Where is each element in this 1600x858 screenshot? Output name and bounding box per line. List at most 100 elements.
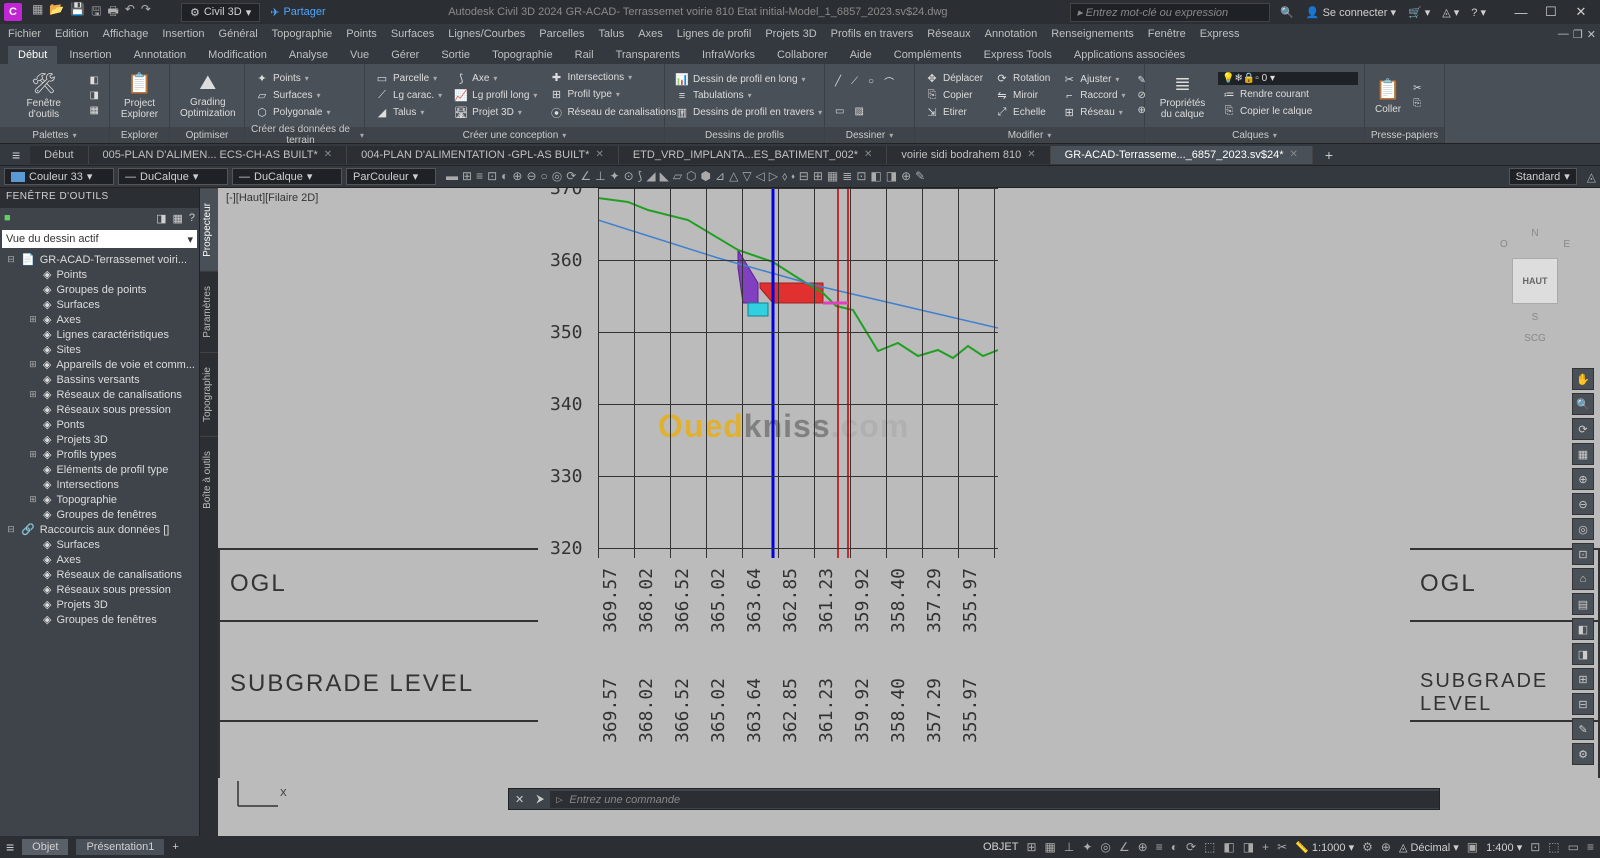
move-button[interactable]: ✥Déplacer	[921, 71, 987, 86]
menu-item[interactable]: Annotation	[985, 28, 1038, 40]
paste-button[interactable]: 📋Coller	[1371, 75, 1405, 117]
prop-icon[interactable]: ⟳	[566, 169, 576, 184]
menu-item[interactable]: Axes	[638, 28, 662, 40]
workspace-selector[interactable]: ⚙ Civil 3D ▾	[181, 3, 260, 22]
nav-icon[interactable]: ✎	[1572, 718, 1594, 740]
prop-icon[interactable]: ⬨	[782, 169, 787, 184]
tree-item[interactable]: ◈Bassins versants	[0, 372, 199, 387]
tree-item[interactable]: ◈Axes	[0, 552, 199, 567]
autodesk-icon[interactable]: ◬ ▾	[1442, 6, 1459, 19]
ts-icon[interactable]: ◨	[156, 212, 166, 225]
lweight-combo[interactable]: ParCouleur ▾	[346, 168, 436, 185]
close-tab-icon[interactable]: ✕	[864, 149, 872, 160]
menu-item[interactable]: Edition	[55, 28, 89, 40]
line-icon[interactable]: ╱	[831, 75, 845, 88]
tree-item[interactable]: ◈Ponts	[0, 417, 199, 432]
menu-item[interactable]: Renseignements	[1051, 28, 1134, 40]
rotate-button[interactable]: ⟳Rotation	[991, 71, 1054, 86]
menu-item[interactable]: Fenêtre	[1148, 28, 1186, 40]
layerprop-button[interactable]: ≣Propriétés du calque	[1151, 69, 1214, 122]
view-label[interactable]: [-][Haut][Filaire 2D]	[226, 192, 318, 204]
prop-icon[interactable]: ◢	[646, 169, 655, 184]
doc-menu-icon[interactable]: ≡	[4, 147, 28, 163]
nav-icon[interactable]: ⊕	[1572, 468, 1594, 490]
prop-icon[interactable]: ○	[541, 169, 548, 184]
ribbon-tab[interactable]: Sortie	[431, 46, 480, 64]
osnap-icon[interactable]: ◎	[1100, 840, 1110, 854]
tree-item[interactable]: ⊟🔗Raccourcis aux données []	[0, 522, 199, 537]
ortho-icon[interactable]: ⊥	[1064, 840, 1074, 854]
prop-icon[interactable]: ⊡	[487, 169, 497, 184]
redo-icon[interactable]: ↷	[141, 2, 151, 23]
surfaces-button[interactable]: ▱Surfaces	[251, 88, 335, 103]
color-combo[interactable]: Couleur 33 ▾	[4, 168, 114, 185]
saveas-icon[interactable]: 🖫	[91, 2, 101, 23]
palette-icon[interactable]: ▦	[86, 104, 103, 117]
plot-icon[interactable]: 🖶	[107, 2, 118, 23]
drawing-canvas[interactable]: [-][Haut][Filaire 2D] Ouedkniss.com 3703…	[218, 188, 1600, 836]
share-button[interactable]: ✈ Partager	[270, 6, 325, 19]
help-icon[interactable]: ? ▾	[1471, 6, 1486, 19]
menu-item[interactable]: Profils en travers	[831, 28, 914, 40]
toolspace-tab[interactable]: Boîte à outils	[200, 436, 218, 523]
tree-item[interactable]: ⊞◈Axes	[0, 312, 199, 327]
prop-icon[interactable]: △	[729, 169, 738, 184]
menu-item[interactable]: Points	[346, 28, 377, 40]
panel-label[interactable]: Calques	[1145, 127, 1364, 143]
search-icon[interactable]: 🔍	[1280, 6, 1294, 19]
prop-icon[interactable]: ⊕	[512, 169, 522, 184]
prop-icon[interactable]: ▦	[827, 169, 838, 184]
prop-icon[interactable]: ◣	[660, 169, 669, 184]
arc-icon[interactable]: ⌒	[880, 73, 898, 90]
nav-icon[interactable]: ◎	[1572, 518, 1594, 540]
prop-icon[interactable]: ▽	[742, 169, 751, 184]
tree-item[interactable]: ◈Groupes de points	[0, 282, 199, 297]
nav-icon[interactable]: ▦	[1572, 443, 1594, 465]
tree-item[interactable]: ◈Réseaux de canalisations	[0, 567, 199, 582]
prop-icon[interactable]: ◧	[870, 169, 881, 184]
menu-item[interactable]: Topographie	[272, 28, 333, 40]
rect-icon[interactable]: ▭	[831, 105, 848, 118]
iso-icon[interactable]: ⬚	[1548, 840, 1559, 854]
add-layout-icon[interactable]: +	[172, 841, 178, 853]
ribbon-tab[interactable]: Collaborer	[767, 46, 838, 64]
points-button[interactable]: ✦Points	[251, 71, 335, 86]
palette-icon[interactable]: ◨	[86, 89, 103, 102]
tree-item[interactable]: ⊞◈Réseaux de canalisations	[0, 387, 199, 402]
mdi-min-icon[interactable]: —	[1558, 28, 1569, 41]
toolspace-tab[interactable]: Prospecteur	[200, 188, 218, 271]
cmd-arrow-icon[interactable]: ⮞	[530, 793, 550, 806]
menu-item[interactable]: Surfaces	[391, 28, 434, 40]
panel-label[interactable]: Dessiner	[825, 127, 914, 143]
cmd-close-icon[interactable]: ✕	[509, 793, 530, 806]
close-tab-icon[interactable]: ✕	[324, 149, 332, 160]
pan-icon[interactable]: ✋	[1572, 368, 1594, 390]
fillet-button[interactable]: ⌐Raccord	[1058, 89, 1129, 103]
app-icon[interactable]: C	[4, 3, 22, 21]
ribbon-tab[interactable]: InfraWorks	[692, 46, 765, 64]
nav-icon[interactable]: ◨	[1572, 643, 1594, 665]
ribbon-tab[interactable]: Rail	[565, 46, 604, 64]
nav-icon[interactable]: ▤	[1572, 593, 1594, 615]
prop-icon[interactable]: ⊕	[901, 169, 911, 184]
menu-item[interactable]: Lignes/Courbes	[448, 28, 525, 40]
view-cube[interactable]: N OE HAUT S SCG	[1500, 228, 1570, 368]
nav-icon[interactable]: ⊡	[1572, 543, 1594, 565]
layout-menu-icon[interactable]: ≡	[6, 839, 14, 855]
s-icon[interactable]: +	[1262, 840, 1269, 854]
prop-icon[interactable]: ◨	[886, 169, 897, 184]
prop-icon[interactable]: ⊡	[856, 169, 866, 184]
prop-icon[interactable]: ∠	[580, 169, 591, 184]
close-tab-icon[interactable]: ✕	[1290, 149, 1298, 160]
anno-combo[interactable]: Standard ▾	[1509, 168, 1577, 185]
grid-icon[interactable]: ⊞	[1026, 840, 1036, 854]
prop-icon[interactable]: ⊞	[462, 169, 472, 184]
document-tab[interactable]: 004-PLAN D'ALIMENTATION -GPL-AS BUILT*✕	[347, 146, 619, 164]
tree-item[interactable]: ◈Projets 3D	[0, 597, 199, 612]
trim-button[interactable]: ✂Ajuster	[1058, 72, 1129, 87]
stretch-button[interactable]: ⇲Etirer	[921, 105, 987, 120]
gear-icon[interactable]: ⚙	[1362, 840, 1373, 854]
toolspace-button[interactable]: 🛠Fenêtre d'outils	[6, 69, 82, 122]
tree-item[interactable]: ◈Sites	[0, 342, 199, 357]
s-icon[interactable]: ✂	[1277, 840, 1287, 854]
